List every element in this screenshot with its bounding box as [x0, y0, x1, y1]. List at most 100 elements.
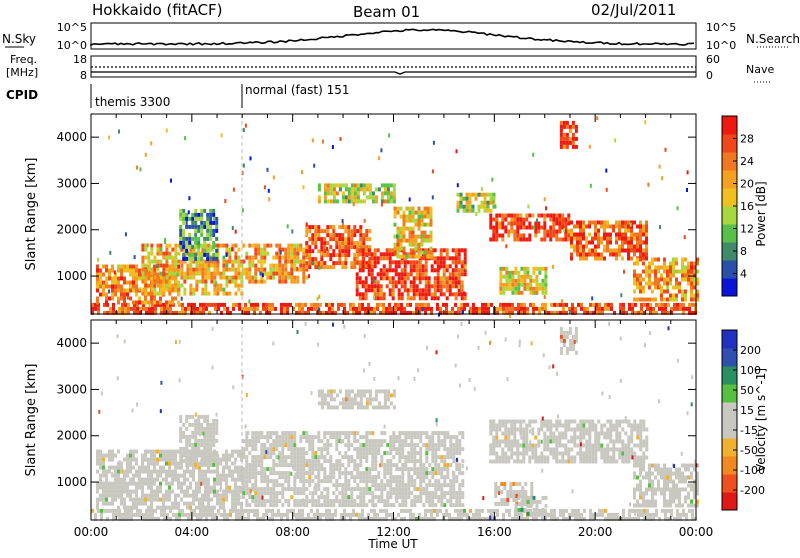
- echo-cell: [318, 393, 321, 397]
- echo-cell: [564, 222, 567, 226]
- echo-cell: [114, 277, 117, 281]
- echo-cell: [591, 241, 594, 245]
- echo-cell: [374, 459, 377, 463]
- echo-cell: [174, 466, 177, 470]
- echo-cell: [552, 218, 555, 222]
- echo-cell: [356, 288, 359, 292]
- echo-cell: [582, 221, 585, 225]
- echo-cell: [567, 238, 570, 242]
- echo-cell: [192, 498, 195, 502]
- echo-cell: [372, 195, 375, 199]
- echo-cell: [311, 503, 314, 507]
- echo-cell: [320, 451, 323, 455]
- echo-cell: [672, 266, 675, 270]
- echo-cell: [325, 509, 328, 513]
- echo-cell: [449, 503, 452, 507]
- echo-cell: [572, 121, 575, 125]
- echo-cell: [272, 495, 275, 499]
- echo-cell: [189, 494, 192, 498]
- echo-cell: [203, 221, 206, 225]
- echo-cell: [257, 455, 260, 459]
- echo-cell: [135, 281, 138, 285]
- echo-cell: [209, 217, 212, 221]
- echo-cell: [210, 276, 213, 280]
- echo-cell: [228, 260, 231, 264]
- echo-cell: [201, 276, 204, 280]
- echo-cell: [570, 241, 573, 245]
- echo-cell: [672, 298, 675, 302]
- echo-cell: [440, 467, 443, 471]
- echo-cell: [207, 264, 210, 268]
- echo-cell: [231, 498, 234, 502]
- echo-cell: [171, 272, 174, 276]
- echo-cell: [365, 292, 368, 296]
- echo-cell: [284, 260, 287, 264]
- echo-cell: [165, 284, 168, 288]
- echo-cell: [257, 491, 260, 495]
- echo-cell: [308, 443, 311, 447]
- echo-cell: [253, 303, 256, 307]
- echo-cell: [371, 439, 374, 443]
- echo-cell: [407, 272, 410, 276]
- echo-cell: [353, 265, 356, 269]
- echo-cell: [642, 229, 645, 233]
- echo-cell: [430, 223, 433, 227]
- echo-cell: [197, 257, 200, 261]
- echo-cell: [111, 502, 114, 506]
- echo-cell: [368, 491, 371, 495]
- echo-cell: [304, 303, 307, 307]
- echo-cell: [519, 222, 522, 226]
- echo-cell: [182, 233, 185, 237]
- echo-cell: [141, 466, 144, 470]
- echo-cell: [231, 462, 234, 466]
- echo-cell: [415, 219, 418, 223]
- echo-cell: [299, 471, 302, 475]
- echo-cell: [421, 251, 424, 255]
- echo-cell: [222, 502, 225, 506]
- echo-cell: [293, 435, 296, 439]
- echo-cell: [592, 303, 595, 307]
- echo-cell: [445, 303, 448, 307]
- echo-cell: [296, 475, 299, 479]
- echo-cell: [254, 443, 257, 447]
- echo-cell: [121, 513, 124, 517]
- echo-cell: [198, 272, 201, 276]
- echo-cell: [338, 253, 341, 257]
- echo-cell: [147, 260, 150, 264]
- echo-cell: [206, 443, 209, 447]
- echo-cell: [102, 482, 105, 486]
- echo-cell: [409, 255, 412, 259]
- echo-cell: [177, 474, 180, 478]
- echo-cell: [495, 214, 498, 218]
- echo-cell: [356, 463, 359, 467]
- echo-cell: [440, 443, 443, 447]
- echo-cell: [389, 451, 392, 455]
- echo-cell: [572, 133, 575, 137]
- echo-cell: [648, 266, 651, 270]
- echo-cell: [182, 213, 185, 217]
- echo-cell: [242, 439, 245, 443]
- echo-cell: [179, 241, 182, 245]
- echo-cell: [412, 255, 415, 259]
- echo-cell: [372, 191, 375, 195]
- echo-cell: [446, 256, 449, 260]
- echo-cell: [356, 471, 359, 475]
- echo-cell: [365, 467, 368, 471]
- echo-cell: [341, 245, 344, 249]
- echo-cell: [323, 479, 326, 483]
- echo-cell: [415, 243, 418, 247]
- echo-cell: [225, 490, 228, 494]
- echo-cell: [317, 495, 320, 499]
- echo-cell: [251, 276, 254, 280]
- echo-cell: [466, 197, 469, 201]
- colorbar-swatch: [722, 116, 737, 135]
- echo-cell: [287, 244, 290, 248]
- echo-cell: [278, 475, 281, 479]
- echo-cell: [212, 233, 215, 237]
- colorbar-swatch: [722, 188, 737, 207]
- echo-cell: [522, 238, 525, 242]
- echo-cell: [278, 244, 281, 248]
- echo-cell: [105, 486, 108, 490]
- echo-cell: [434, 483, 437, 487]
- echo-cell: [400, 255, 403, 259]
